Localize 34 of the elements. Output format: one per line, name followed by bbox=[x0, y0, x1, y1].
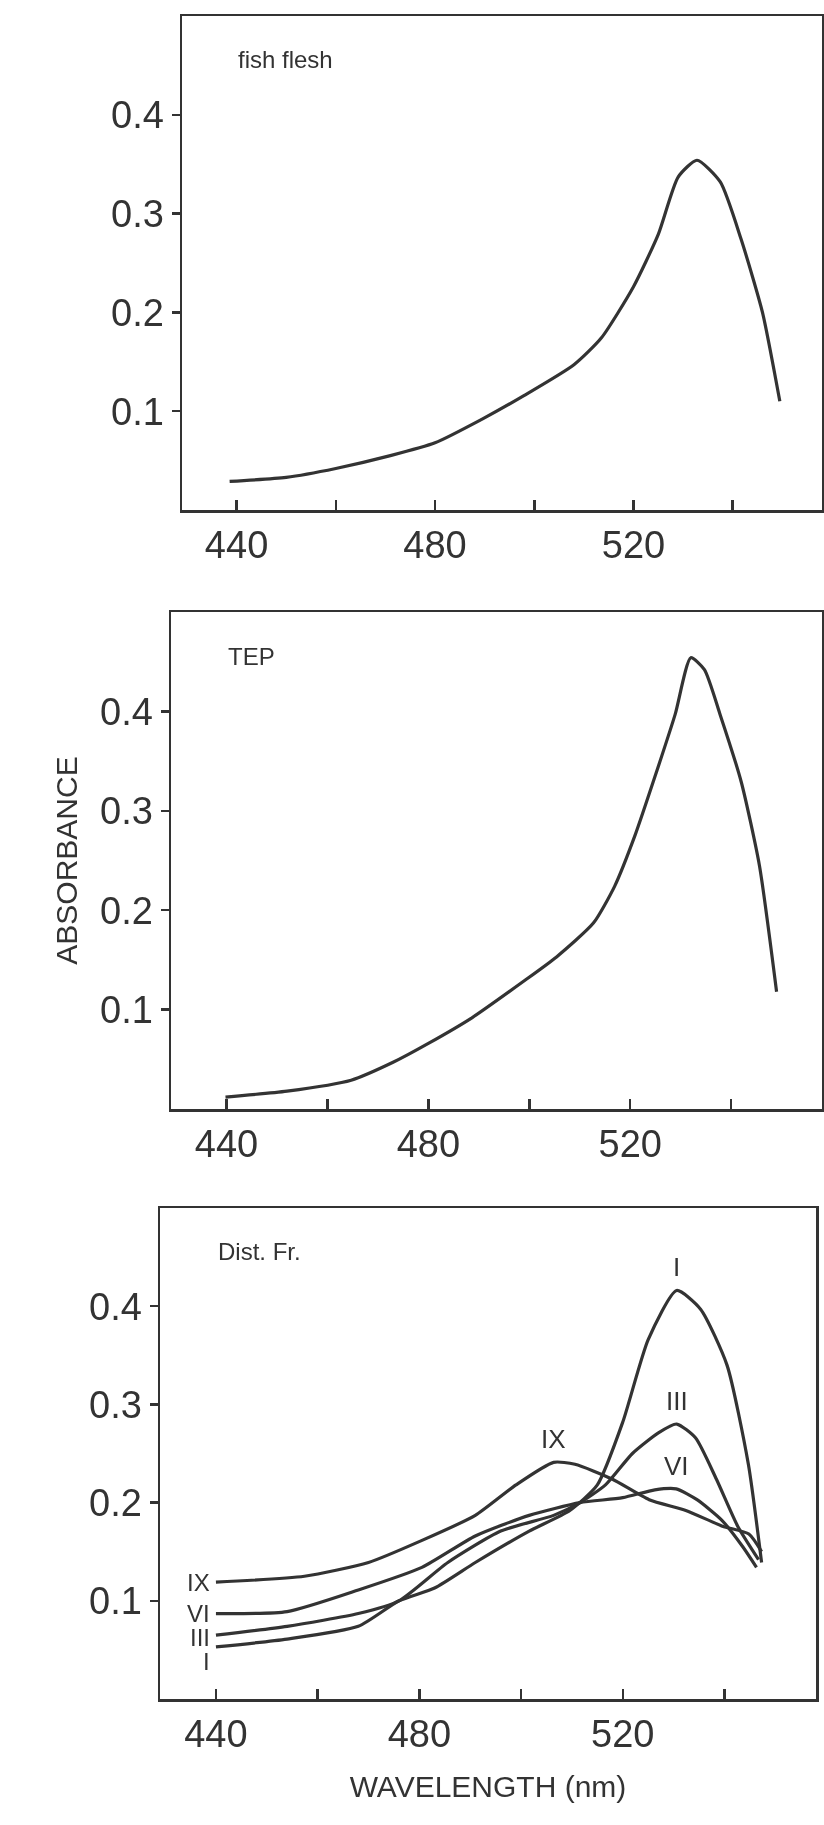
text: I bbox=[673, 1252, 681, 1282]
y-tick-label: 0.3 bbox=[111, 192, 164, 235]
x-tick-label: 480 bbox=[396, 1123, 461, 1166]
text: VI bbox=[664, 1451, 689, 1481]
y-tick-label: 0.1 bbox=[111, 390, 164, 433]
annotation: TEP bbox=[228, 643, 275, 670]
x-tick-label: 520 bbox=[601, 524, 666, 567]
y-tick-label: 0.2 bbox=[89, 1481, 142, 1524]
x-tick-label: 480 bbox=[387, 1713, 452, 1756]
y-tick-label: 0.3 bbox=[89, 1383, 142, 1426]
text: III bbox=[666, 1386, 688, 1416]
text: IX bbox=[541, 1424, 566, 1454]
y-tick-label: 0.2 bbox=[100, 889, 153, 932]
y-tick-label: 0.4 bbox=[111, 94, 164, 137]
y-tick-label: 0.2 bbox=[111, 291, 164, 334]
y-tick-label: 0.4 bbox=[89, 1285, 142, 1328]
series-label: III bbox=[190, 1624, 211, 1651]
x-tick-label: 520 bbox=[591, 1713, 655, 1756]
series-label: VI bbox=[187, 1600, 210, 1627]
x-tick-label: 440 bbox=[184, 1713, 248, 1756]
y-tick-label: 0.1 bbox=[100, 988, 153, 1031]
x-tick-label: 440 bbox=[204, 524, 269, 567]
annotation: fish flesh bbox=[238, 46, 333, 73]
series-label: IX bbox=[187, 1569, 210, 1596]
x-tick-label: 520 bbox=[598, 1123, 662, 1166]
x-axis-title: WAVELENGTH (nm) bbox=[349, 1769, 627, 1803]
y-tick-label: 0.4 bbox=[100, 690, 153, 733]
y-tick-label: 0.3 bbox=[100, 790, 153, 833]
y-axis-title: ABSORBANCE bbox=[49, 756, 83, 965]
series-label: I bbox=[203, 1648, 210, 1675]
y-tick-label: 0.1 bbox=[89, 1580, 142, 1623]
x-tick-label: 440 bbox=[194, 1123, 259, 1166]
annotation: Dist. Fr. bbox=[218, 1238, 301, 1265]
x-tick-label: 480 bbox=[403, 524, 467, 567]
